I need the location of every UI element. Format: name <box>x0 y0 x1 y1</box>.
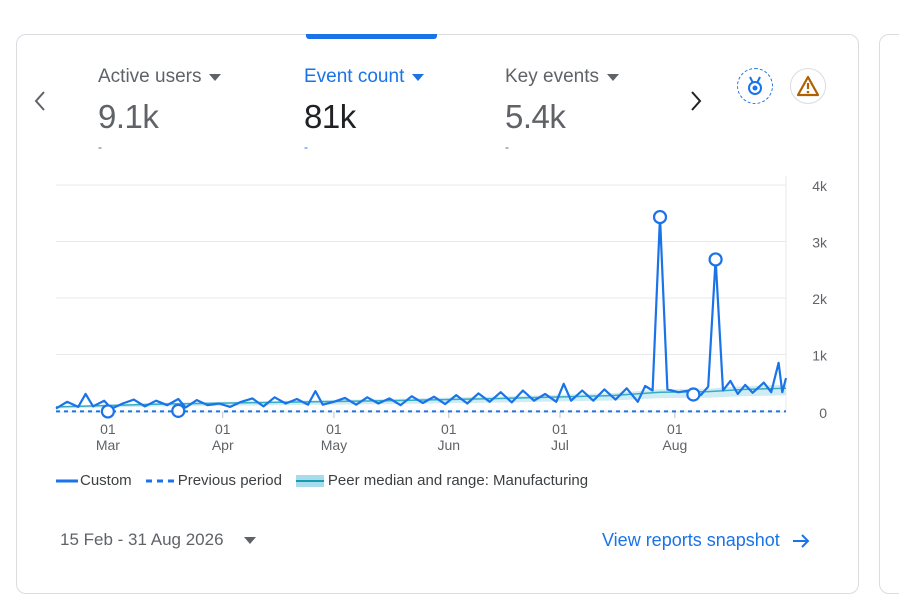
insights-button[interactable] <box>737 68 773 104</box>
metric-label: Active users <box>98 66 202 87</box>
x-tick-month: Jul <box>551 437 569 453</box>
annotation-marker <box>171 403 186 418</box>
legend-label: Peer median and range: Manufacturing <box>327 472 589 489</box>
metric-change: - <box>505 140 509 154</box>
medal-icon <box>748 76 762 95</box>
x-tick-day: 01 <box>441 421 457 437</box>
metric-label: Key events <box>505 66 599 87</box>
metric-value: 9.1k <box>98 98 159 135</box>
active-tab-indicator <box>306 34 437 39</box>
warning-button[interactable] <box>790 68 826 104</box>
x-tick-month: Apr <box>212 437 234 453</box>
view-reports-snapshot-link[interactable]: View reports snapshot <box>602 530 810 551</box>
dashed-line-swatch <box>145 479 174 482</box>
legend-item-peer: Peer median and range: Manufacturing <box>295 472 589 489</box>
x-tick-month: Mar <box>96 437 120 453</box>
metric-value: 81k <box>304 98 356 135</box>
x-tick-day: 01 <box>215 421 231 437</box>
snapshot-label: View reports snapshot <box>602 530 780 550</box>
y-tick-label: 3k <box>812 235 828 251</box>
x-tick-day: 01 <box>667 421 683 437</box>
metric-event-count[interactable]: Event count 81k - <box>304 66 425 154</box>
x-tick-day: 01 <box>552 421 568 437</box>
x-tick-month: Jun <box>438 437 461 453</box>
legend-item-custom: Custom <box>56 472 132 489</box>
annotation-marker <box>100 404 115 419</box>
y-tick-label: 2k <box>812 291 828 307</box>
metric-change: - <box>304 140 308 154</box>
arrow-right-icon <box>792 533 810 548</box>
x-tick-month: Aug <box>662 437 687 453</box>
custom-series-line <box>55 216 788 410</box>
legend-label: Custom <box>80 472 132 489</box>
metric-label: Event count <box>304 66 405 87</box>
caret-down-icon[interactable] <box>243 536 256 544</box>
band-swatch <box>295 474 324 487</box>
solid-line-swatch <box>56 479 78 482</box>
x-tick-month: May <box>321 437 347 453</box>
chevron-right-icon[interactable] <box>688 88 704 118</box>
caret-down-icon[interactable] <box>607 73 619 81</box>
metric-key-events[interactable]: Key events 5.4k - <box>505 66 619 154</box>
caret-down-icon[interactable] <box>209 73 222 81</box>
chart-legend: Custom Previous period Peer median and r… <box>56 472 602 489</box>
annotation-marker <box>652 209 668 225</box>
y-tick-label: 0 <box>819 405 827 421</box>
date-range-selector[interactable]: 15 Feb - 31 Aug 2026 <box>60 530 256 550</box>
y-tick-label: 1k <box>812 348 828 364</box>
annotation-marker <box>708 252 723 267</box>
chevron-left-icon[interactable] <box>32 88 48 118</box>
date-range-label: 15 Feb - 31 Aug 2026 <box>60 530 224 549</box>
warning-icon <box>796 75 820 97</box>
y-tick-label: 4k <box>812 178 828 194</box>
caret-down-icon[interactable] <box>412 73 425 81</box>
metric-change: - <box>98 140 102 154</box>
annotation-marker <box>686 387 701 402</box>
x-tick-day: 01 <box>326 421 342 437</box>
metric-active-users[interactable]: Active users 9.1k - <box>98 66 222 154</box>
legend-label: Previous period <box>177 472 282 489</box>
legend-item-previous: Previous period <box>145 472 282 489</box>
x-tick-day: 01 <box>100 421 116 437</box>
metric-value: 5.4k <box>505 98 566 135</box>
